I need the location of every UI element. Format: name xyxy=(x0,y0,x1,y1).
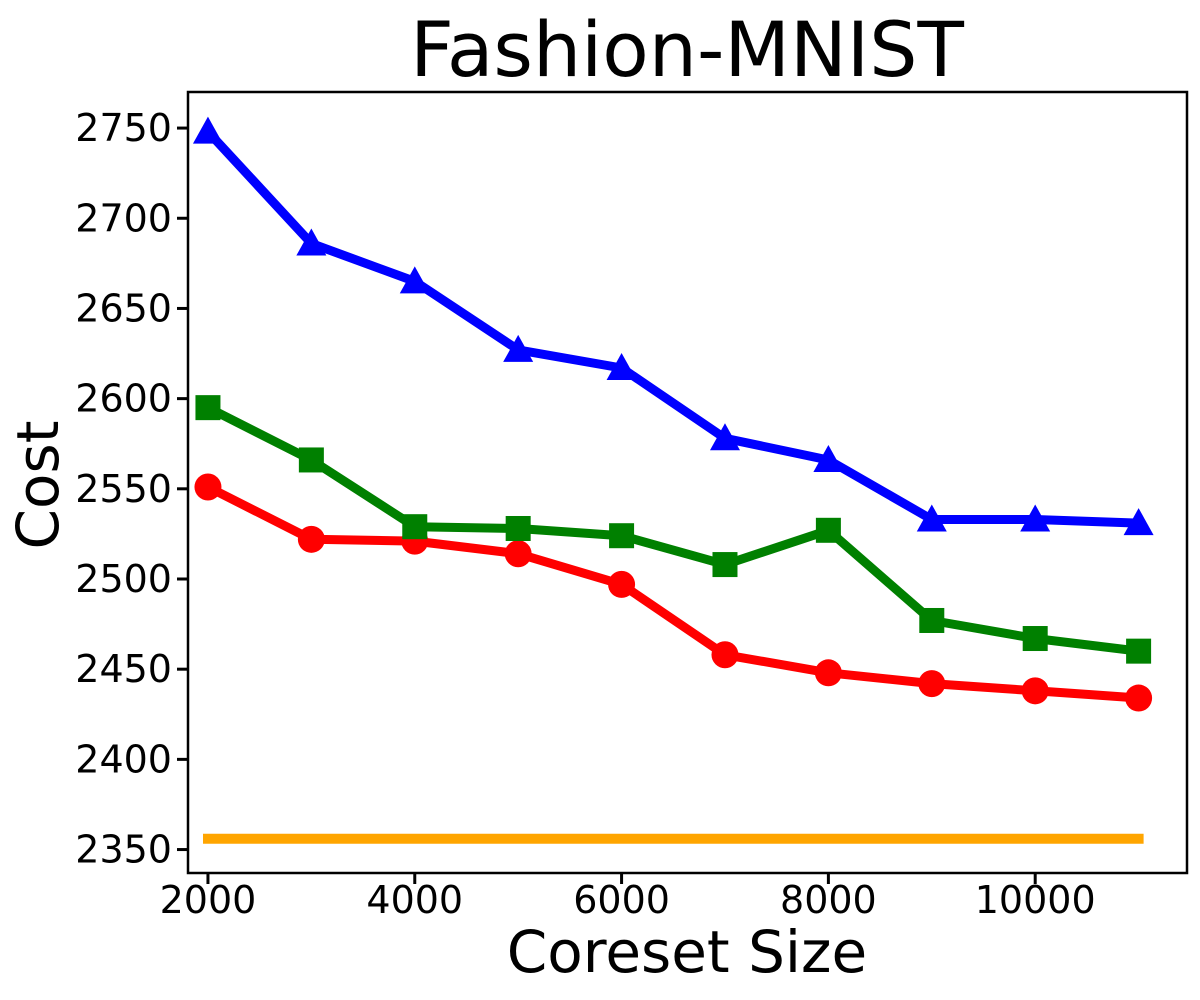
triangle-marker xyxy=(916,504,947,532)
triangle-marker xyxy=(1020,504,1051,532)
circle-marker xyxy=(711,641,739,669)
axes-spines xyxy=(186,90,1189,875)
x-tick-label: 2000 xyxy=(160,878,257,922)
series-blue-triangle-series xyxy=(192,116,1154,536)
square-marker xyxy=(609,523,635,549)
series-group xyxy=(192,116,1154,844)
triangle-marker xyxy=(606,352,637,380)
x-tick-label: 10000 xyxy=(975,878,1096,922)
x-axis-label: Coreset Size xyxy=(507,918,867,986)
square-marker xyxy=(298,447,324,473)
y-tick-label: 2650 xyxy=(75,286,172,330)
y-tick-label: 2750 xyxy=(75,106,172,150)
triangle-marker xyxy=(399,266,430,294)
x-tick-label: 8000 xyxy=(780,878,877,922)
triangle-marker xyxy=(813,444,844,472)
ticks-group xyxy=(177,126,1037,884)
chart-title: Fashion-MNIST xyxy=(410,5,964,94)
series-red-circle-series xyxy=(194,473,1153,712)
circle-marker xyxy=(1125,684,1153,712)
square-marker xyxy=(1022,626,1048,652)
y-tick-label: 2350 xyxy=(75,828,172,872)
y-tick-label: 2550 xyxy=(75,467,172,511)
circle-marker xyxy=(608,570,636,598)
series-line-red-circle-series xyxy=(203,482,1144,703)
circle-marker xyxy=(1021,677,1049,705)
triangle-marker xyxy=(296,228,327,256)
y-tick-label: 2700 xyxy=(75,196,172,240)
x-tick-label: 4000 xyxy=(366,878,463,922)
square-marker xyxy=(1126,638,1152,664)
y-tick-label: 2500 xyxy=(75,557,172,601)
triangle-marker xyxy=(709,423,740,451)
series-line-blue-triangle-series xyxy=(203,127,1144,528)
y-tick-label: 2400 xyxy=(75,737,172,781)
square-marker xyxy=(505,515,531,541)
circle-marker xyxy=(918,670,946,698)
y-tick-label: 2600 xyxy=(75,377,172,421)
triangle-marker xyxy=(1123,508,1154,536)
circle-marker xyxy=(297,525,325,553)
y-axis-label: Cost xyxy=(4,421,72,550)
square-marker xyxy=(402,514,428,540)
tick-labels: 2000 4000 6000 8000 10000 2350 2400 2450 2500 255… xyxy=(75,106,1095,922)
circle-marker xyxy=(194,473,222,501)
x-tick-label: 6000 xyxy=(573,878,670,922)
series-line-green-square-series xyxy=(203,403,1144,656)
square-marker xyxy=(195,395,221,421)
circle-marker xyxy=(814,659,842,687)
triangle-marker xyxy=(192,116,223,144)
square-marker xyxy=(815,517,841,543)
circle-marker xyxy=(504,540,532,568)
square-marker xyxy=(919,607,945,633)
square-marker xyxy=(712,552,738,578)
axes-frame xyxy=(186,90,1189,875)
y-tick-label: 2450 xyxy=(75,647,172,691)
triangle-marker xyxy=(503,334,534,362)
series-green-square-series xyxy=(195,395,1152,664)
